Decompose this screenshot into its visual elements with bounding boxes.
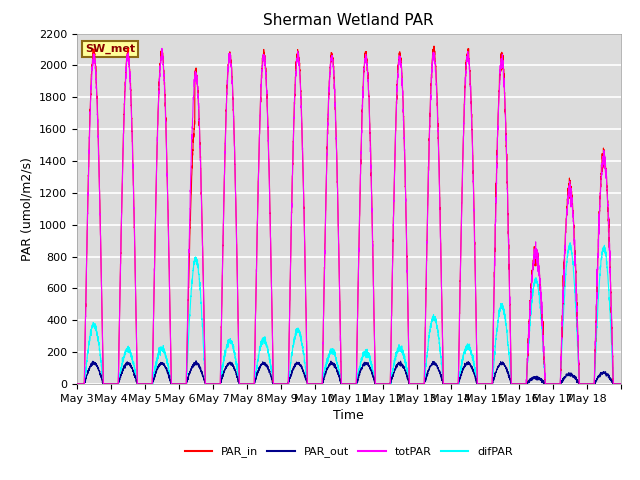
Line: difPAR: difPAR [77,243,621,384]
PAR_out [539,378,547,384]
difPAR [369,367,377,373]
difPAR [525,345,532,350]
PAR_out [73,381,81,387]
PAR_out [186,371,193,376]
difPAR [186,315,193,321]
difPAR [73,381,81,387]
difPAR [539,337,547,343]
totPAR [158,46,166,51]
Line: totPAR: totPAR [77,48,621,384]
totPAR [539,329,547,335]
PAR_out [617,381,625,387]
PAR_in [617,381,625,387]
totPAR [73,381,81,387]
PAR_in [398,73,406,79]
Title: Sherman Wetland PAR: Sherman Wetland PAR [264,13,434,28]
difPAR [398,350,406,356]
PAR_out [192,358,200,364]
totPAR [617,381,625,387]
X-axis label: Time: Time [333,409,364,422]
difPAR [498,301,506,307]
PAR_in [498,59,506,65]
totPAR [369,253,377,259]
totPAR [398,83,406,89]
PAR_in [186,244,193,250]
totPAR [525,322,532,328]
PAR_in [430,43,438,49]
Text: SW_met: SW_met [85,44,135,54]
PAR_out [369,373,377,379]
PAR_in [539,329,547,335]
totPAR [498,60,506,65]
PAR_in [369,254,377,260]
Y-axis label: PAR (umol/m2/s): PAR (umol/m2/s) [20,157,33,261]
PAR_out [525,378,532,384]
totPAR [186,217,193,223]
PAR_in [525,324,532,330]
PAR_in [73,381,81,387]
Legend: PAR_in, PAR_out, totPAR, difPAR: PAR_in, PAR_out, totPAR, difPAR [180,442,517,462]
Line: PAR_out: PAR_out [77,361,621,384]
Line: PAR_in: PAR_in [77,46,621,384]
PAR_out [398,362,406,368]
PAR_out [498,360,506,366]
difPAR [566,240,574,246]
difPAR [617,381,625,387]
